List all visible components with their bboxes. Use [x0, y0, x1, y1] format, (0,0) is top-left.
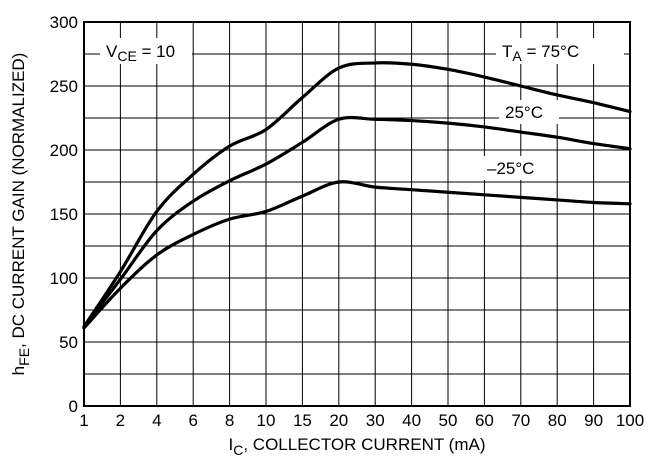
x-tick-label: 70	[511, 411, 530, 430]
series-labels: TA = 75°C 25°C –25°C	[487, 42, 579, 178]
x-axis-label: IC, COLLECTOR CURRENT (mA)	[229, 435, 486, 458]
x-axis-label-rest: , COLLECTOR CURRENT (mA)	[243, 435, 485, 454]
x-tick-label: 30	[366, 411, 385, 430]
x-tick-label: 4	[152, 411, 161, 430]
plot-frame	[83, 21, 631, 407]
x-tick-label: 80	[548, 411, 567, 430]
series-label: –25°C	[487, 159, 534, 178]
series-label-bg	[499, 100, 559, 124]
x-tick-label: 8	[225, 411, 234, 430]
series-label-bg	[481, 156, 551, 180]
series-label-rest: = 75°C	[522, 42, 579, 61]
x-tick-label: 90	[584, 411, 603, 430]
y-axis-label-sub: FE	[16, 348, 32, 366]
series-label-main: 25°C	[505, 103, 543, 122]
series-label-main: –25°C	[487, 159, 534, 178]
series-line	[82, 61, 632, 329]
condition-main: V	[106, 42, 118, 61]
x-tick-label: 20	[329, 411, 348, 430]
label-backgrounds	[100, 38, 624, 180]
y-axis-label: hFE, DC CURRENT GAIN (NORMALIZED)	[9, 53, 32, 376]
x-tick-label: 100	[616, 411, 644, 430]
x-axis-label-main: I	[229, 435, 234, 454]
y-tick-label: 250	[50, 77, 78, 96]
series-label-sub: A	[512, 48, 522, 64]
condition-rest: = 10	[137, 42, 175, 61]
y-tick-label: 0	[69, 397, 78, 416]
series-label: 25°C	[505, 103, 543, 122]
series-line	[82, 180, 632, 330]
series-label-main: T	[502, 42, 512, 61]
condition-sub: CE	[117, 48, 136, 64]
y-tick-label: 300	[50, 13, 78, 32]
y-tick-label: 150	[50, 205, 78, 224]
x-tick-label: 60	[475, 411, 494, 430]
x-tick-label: 6	[188, 411, 197, 430]
condition-label-bg	[100, 38, 192, 64]
y-tick-label: 50	[59, 333, 78, 352]
y-tick-label: 200	[50, 141, 78, 160]
condition-label: VCE = 10	[106, 42, 175, 64]
series-label-bg	[496, 38, 624, 64]
x-tick-labels: 1 2 4 6 8 10 15 20 30 40 50 60 70 80 90 100	[79, 411, 644, 430]
x-tick-label: 50	[439, 411, 458, 430]
x-tick-label: 15	[293, 411, 312, 430]
series-line	[82, 115, 632, 329]
series-curves	[82, 61, 632, 330]
y-axis-label-rest: , DC CURRENT GAIN (NORMALIZED)	[9, 53, 28, 348]
x-tick-label: 2	[116, 411, 125, 430]
y-tick-label: 100	[50, 269, 78, 288]
x-tick-label: 10	[257, 411, 276, 430]
series-label: TA = 75°C	[502, 42, 579, 64]
y-tick-labels: 0 50 100 150 200 250 300	[50, 13, 78, 416]
x-axis-label-sub: C	[233, 442, 243, 458]
x-tick-label: 40	[402, 411, 421, 430]
y-axis-label-main: h	[9, 366, 28, 375]
x-tick-label: 1	[79, 411, 88, 430]
